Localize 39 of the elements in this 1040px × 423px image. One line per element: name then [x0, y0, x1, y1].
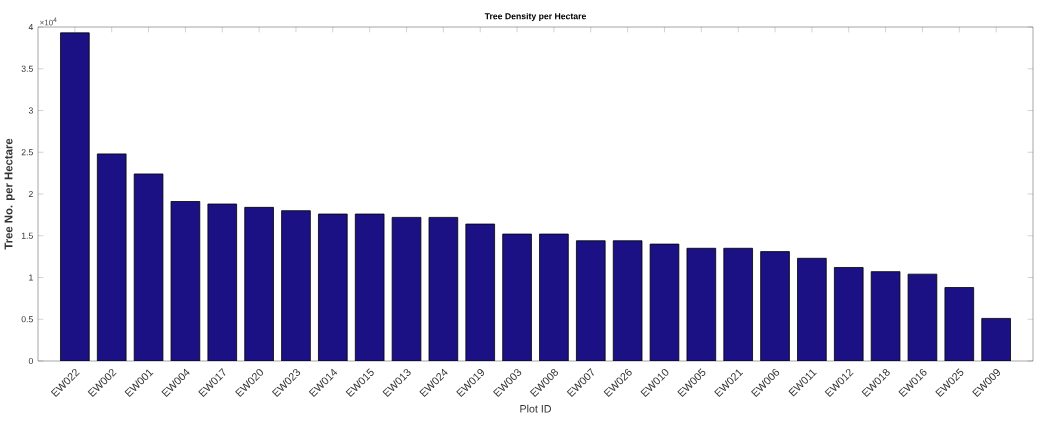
bar — [944, 287, 974, 361]
y-tick-label: 2.5 — [21, 149, 33, 156]
y-tick-label: 1 — [29, 274, 33, 281]
bar — [539, 234, 569, 361]
y-tick-label: 0.5 — [21, 316, 33, 323]
y-tick-label: 2 — [28, 190, 33, 198]
bar — [281, 210, 311, 361]
bar — [797, 258, 827, 361]
bar — [355, 214, 385, 361]
bar — [686, 248, 716, 361]
bar — [465, 224, 495, 361]
text: ×10$^{4}$ — [40, 17, 57, 26]
bar — [134, 173, 163, 361]
bar — [97, 153, 127, 361]
x-axis-title: Plot ID — [520, 404, 551, 413]
bar — [908, 274, 937, 361]
y-axis-title: Tree No. per Hectare — [4, 138, 15, 250]
bar — [981, 318, 1011, 361]
chart-title: Tree Density per Hectare — [484, 12, 586, 21]
bar — [576, 240, 606, 361]
bar — [650, 244, 679, 361]
bar — [392, 217, 421, 361]
y-tick-label: 4 — [28, 24, 34, 30]
y-tick-label: 0 — [28, 357, 33, 365]
bar — [60, 32, 90, 361]
bar — [760, 251, 790, 361]
bar — [834, 267, 864, 361]
y-tick-label: 3 — [28, 107, 33, 114]
bar — [502, 234, 532, 361]
bar — [613, 240, 642, 361]
bar — [429, 217, 458, 361]
y-tick-label: 1.5 — [21, 232, 33, 239]
bar — [723, 248, 753, 361]
y-tick-label: 3.5 — [21, 65, 33, 72]
bar — [171, 201, 200, 361]
bar — [318, 214, 348, 361]
bar — [871, 271, 900, 361]
bar — [207, 204, 237, 361]
bar — [244, 207, 274, 361]
